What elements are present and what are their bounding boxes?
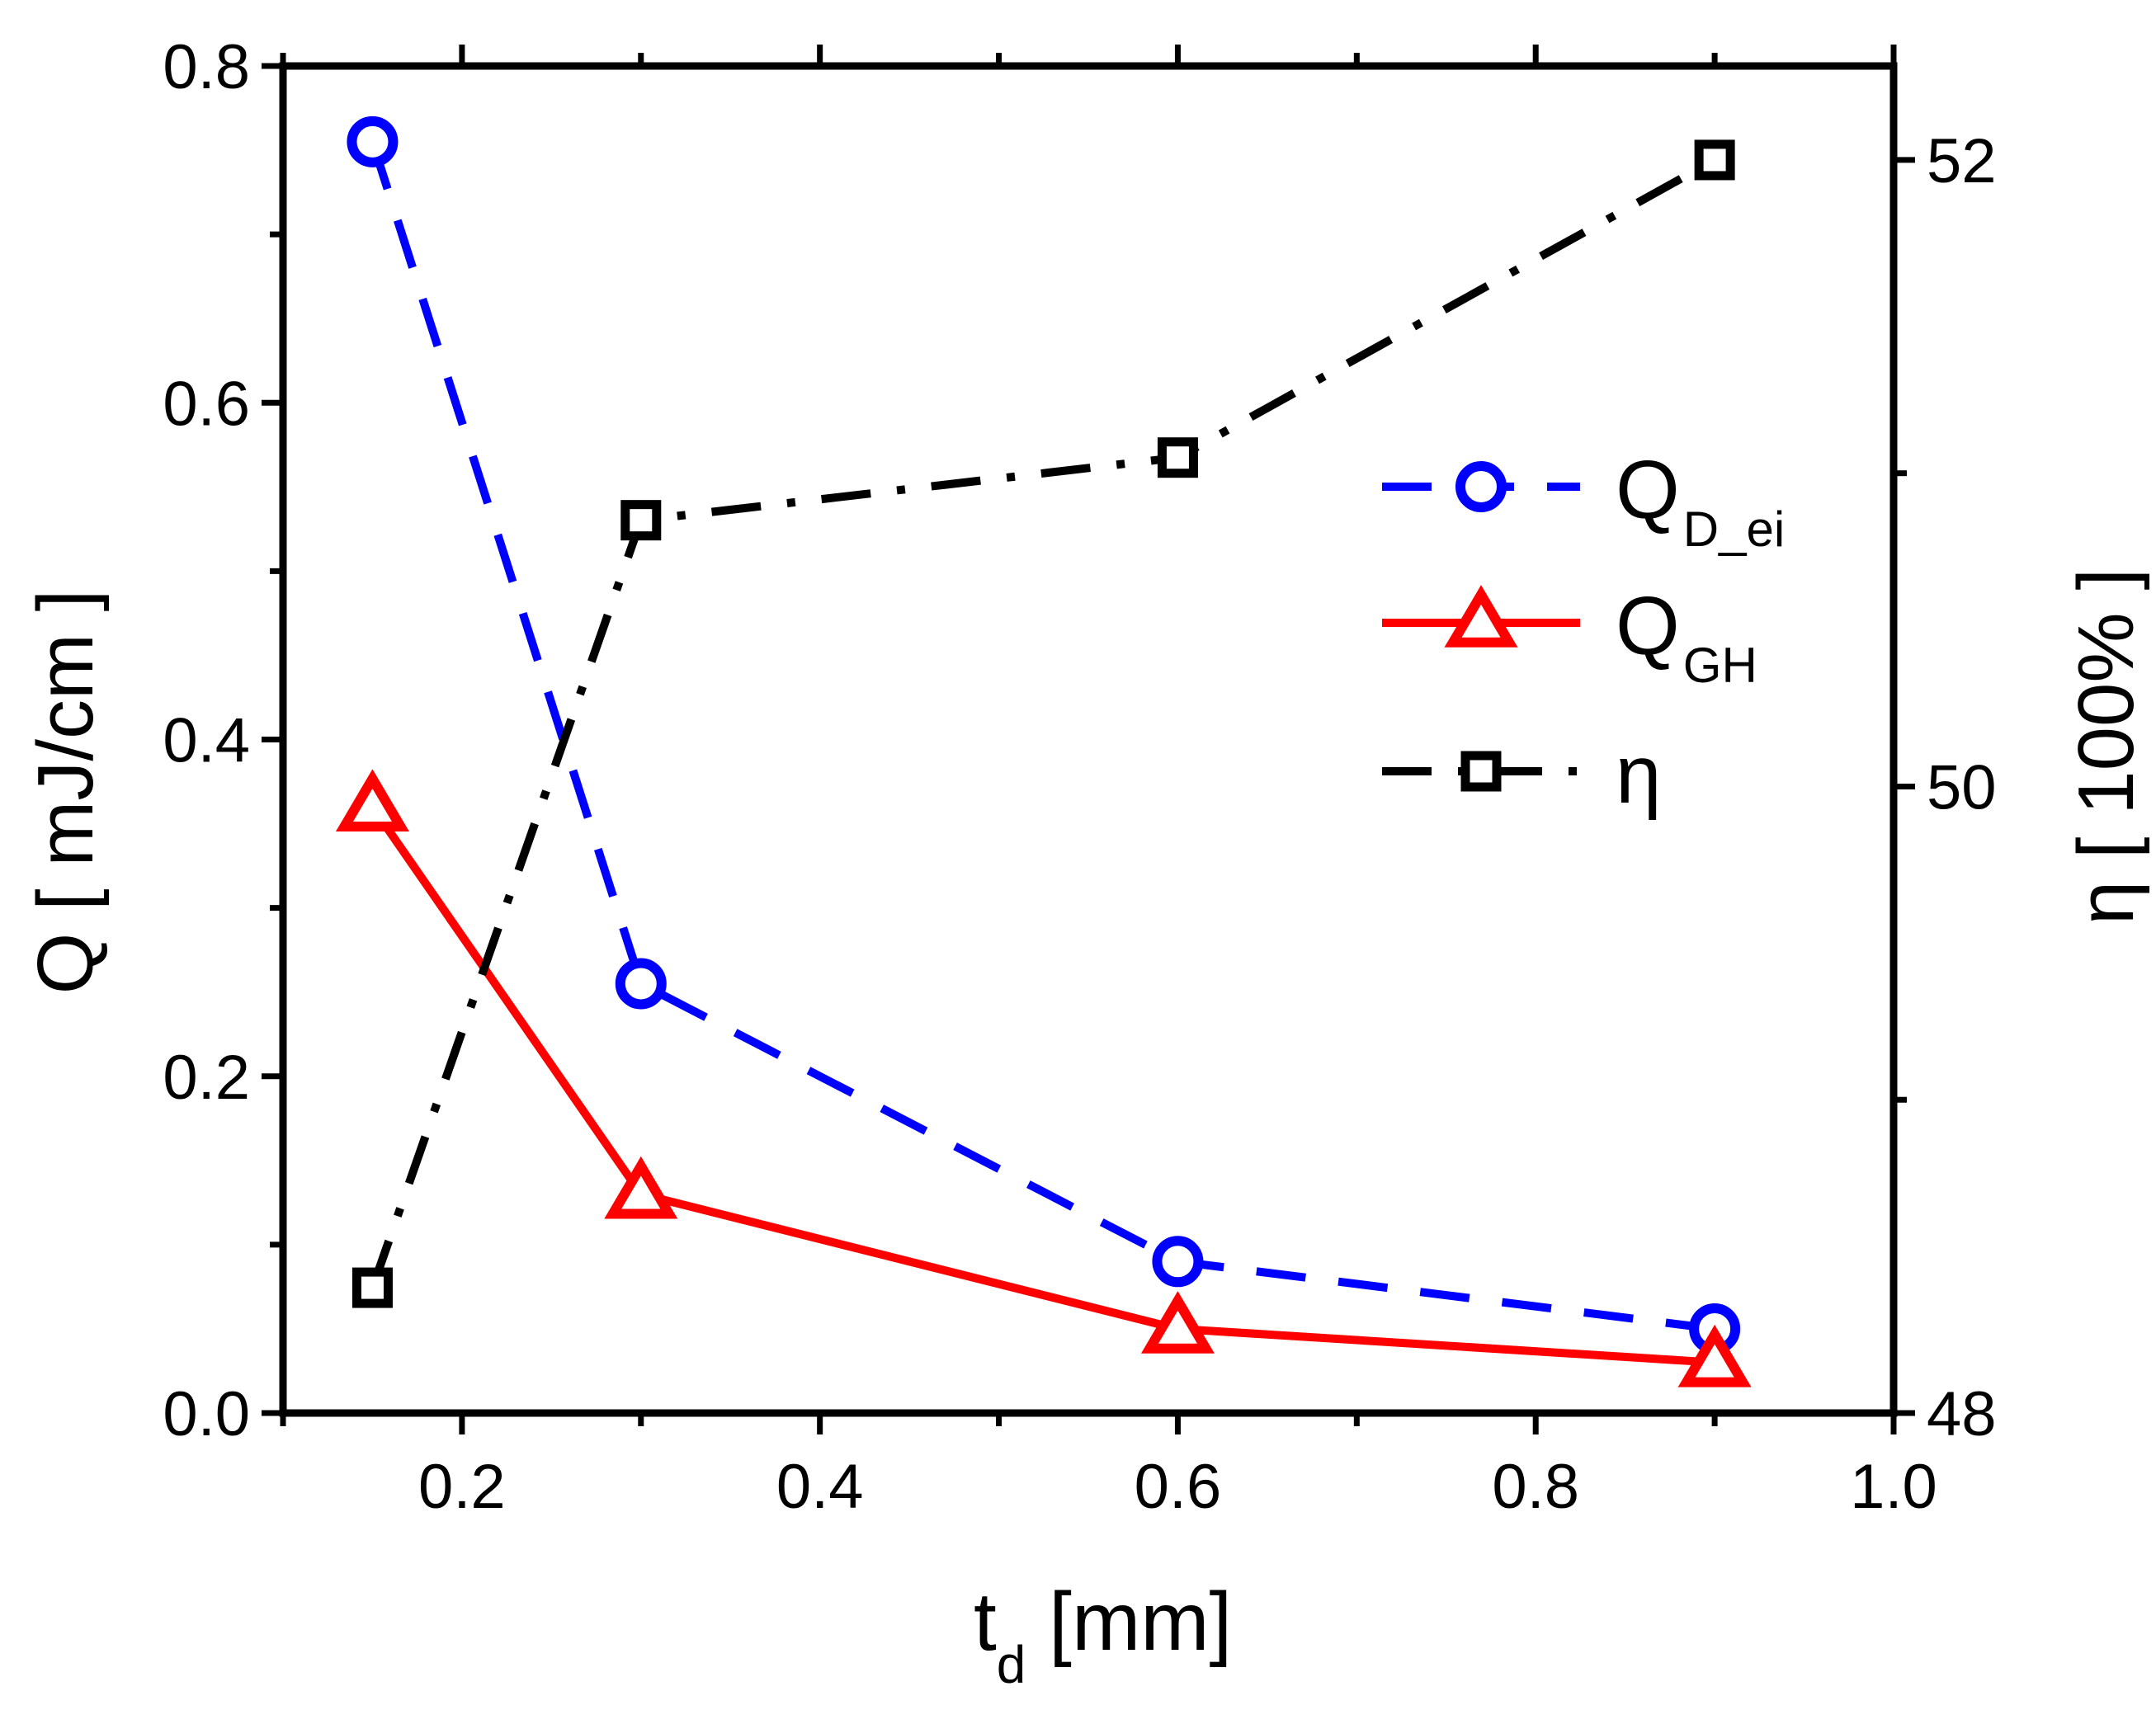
y-left-tick-label: 0.0 (163, 1379, 250, 1449)
legend-label-sub: GH (1683, 638, 1757, 693)
series-2-point (1694, 139, 1735, 181)
series-0-point (615, 958, 667, 1010)
axis-layer: 0.2 0.4 0.6 0.8 1.0 0.0 0.2 0.4 0.6 0.8 48 50 52 (163, 32, 1996, 1522)
x-axis-label-unit: [mm] (1026, 1576, 1232, 1668)
series-1-point (1140, 1291, 1215, 1354)
series-2-point (1157, 437, 1198, 478)
y-axis-right-label: η [ 100% ] (2062, 568, 2150, 925)
series-1-line (369, 804, 1715, 1367)
legend-label-main: Q (1616, 444, 1680, 536)
series-0-point (1152, 1236, 1204, 1288)
series-1-point (604, 1156, 678, 1219)
y-right-tick-label: 48 (1927, 1379, 1997, 1449)
legend-label-main: η (1616, 728, 1662, 821)
legend-label-main: Q (1616, 580, 1680, 672)
legend-label-sub: D_ei (1683, 502, 1785, 557)
x-tick-label: 0.8 (1492, 1452, 1579, 1522)
x-tick-label: 0.6 (1135, 1452, 1222, 1522)
x-axis-label-main: t (974, 1576, 997, 1668)
y-axis-left-label: Q [ mJ/cm ] (21, 590, 110, 995)
legend-label: QD_ei (1616, 444, 1785, 557)
series-1-point (335, 769, 409, 831)
x-axis-label-sub: d (997, 1635, 1026, 1694)
legend-marker (1455, 461, 1507, 512)
series-2-point (351, 1267, 393, 1308)
series-0-line (368, 140, 1715, 1333)
y-right-tick-label: 50 (1927, 752, 1997, 822)
series-2-line (368, 156, 1717, 1289)
x-tick-label: 0.4 (776, 1452, 864, 1522)
legend-label: η (1616, 728, 1662, 821)
series-2-point (620, 500, 662, 541)
y-left-tick-label: 0.6 (163, 369, 250, 439)
y-left-tick-label: 0.8 (163, 32, 250, 102)
y-left-tick-label: 0.2 (163, 1043, 250, 1113)
x-axis-label: td [mm] (974, 1576, 1232, 1694)
legend-label: QGH (1616, 580, 1757, 693)
series-0-point (347, 115, 399, 167)
series-layer (335, 115, 1752, 1387)
series-1-point (1677, 1324, 1752, 1387)
legend-marker (1444, 585, 1518, 648)
x-tick-label: 1.0 (1850, 1452, 1937, 1522)
x-tick-label: 0.2 (418, 1452, 506, 1522)
legend-marker (1460, 751, 1502, 792)
y-left-tick-label: 0.4 (163, 706, 250, 776)
y-right-tick-label: 52 (1927, 126, 1997, 196)
